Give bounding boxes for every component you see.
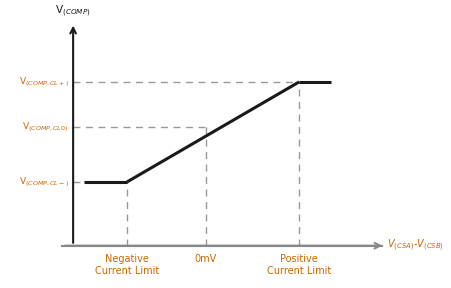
Text: V$_{(COMP,CL+)}$: V$_{(COMP,CL+)}$: [18, 75, 69, 89]
Text: Negative: Negative: [105, 254, 149, 264]
Text: V$_{(COMP)}$: V$_{(COMP)}$: [55, 4, 91, 19]
Text: V$_{(COMP,CL0)}$: V$_{(COMP,CL0)}$: [23, 120, 69, 134]
Text: 0mV: 0mV: [195, 254, 217, 264]
Text: Current Limit: Current Limit: [95, 266, 159, 276]
Text: V$_{(COMP,CL-)}$: V$_{(COMP,CL-)}$: [18, 175, 69, 189]
Text: V$_{(CSA)}$-V$_{(CSB)}$: V$_{(CSA)}$-V$_{(CSB)}$: [387, 238, 444, 253]
Text: Current Limit: Current Limit: [267, 266, 331, 276]
Text: Positive: Positive: [280, 254, 318, 264]
